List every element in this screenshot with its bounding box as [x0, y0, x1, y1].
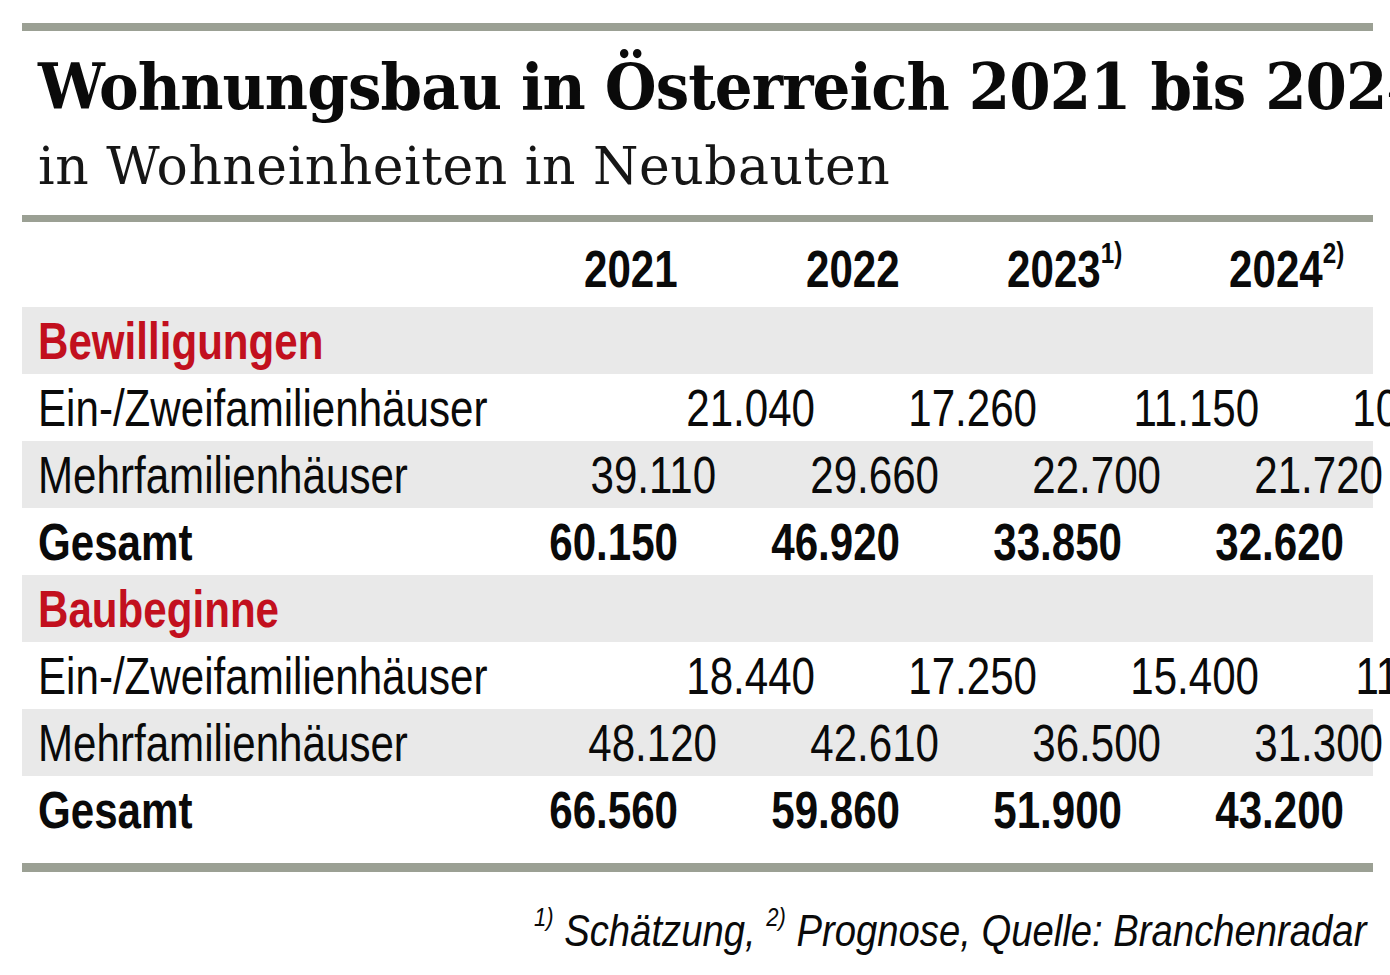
value-cell: 18.440 — [593, 646, 815, 706]
value-cell: 29.660 — [717, 445, 939, 505]
section-header-bewilligungen: Bewilligungen — [22, 307, 1373, 374]
table-row-bewilligungen-gesamt: Gesamt 60.150 46.920 33.850 32.620 — [38, 508, 1344, 575]
value-cell: 21.040 — [593, 378, 815, 438]
header-divider-rule — [22, 215, 1373, 222]
footnote-marker-2: 2) — [766, 902, 786, 932]
footnote: 1) Schätzung, 2) Prognose, Quelle: Branc… — [387, 888, 1366, 960]
year-label: 2024 — [1229, 240, 1323, 298]
value-cell: 11.150 — [1037, 378, 1259, 438]
value-cell: 21.720 — [1161, 445, 1383, 505]
row-label: Mehrfamilienhäuser — [38, 445, 495, 505]
value-cell: 22.700 — [939, 445, 1161, 505]
value-cell: 15.400 — [1037, 646, 1259, 706]
page-subtitle: in Wohneinheiten in Neubauten — [38, 136, 890, 196]
data-table: 2021 2022 20231) 20242) Bewilligungen Ei… — [22, 222, 1373, 843]
value-cell: 17.250 — [815, 646, 1037, 706]
table-row-baubeginne-einzwei: Ein-/Zweifamilienhäuser 18.440 17.250 15… — [38, 642, 1344, 709]
row-label: Gesamt — [38, 512, 456, 572]
row-label: Gesamt — [38, 780, 456, 840]
value-cell: 10.900 — [1259, 378, 1390, 438]
year-label: 2022 — [806, 240, 900, 298]
table-row-bewilligungen-einzwei: Ein-/Zweifamilienhäuser 21.040 17.260 11… — [38, 374, 1344, 441]
footnote-marker-1: 1) — [534, 902, 554, 932]
value-cell: 31.300 — [1161, 713, 1383, 773]
value-cell: 36.500 — [939, 713, 1161, 773]
value-cell: 32.620 — [1122, 512, 1344, 572]
value-cell: 43.200 — [1122, 780, 1344, 840]
footnote-text-2: Prognose, Quelle: Branchenradar — [796, 905, 1366, 956]
infographic-table: Wohnungsbau in Österreich 2021 bis 2024 … — [0, 0, 1390, 975]
page-title: Wohnungsbau in Österreich 2021 bis 2024 — [38, 50, 1390, 124]
value-cell: 66.560 — [456, 780, 678, 840]
section-header-baubeginne: Baubeginne — [22, 575, 1373, 642]
row-label: Ein-/Zweifamilienhäuser — [38, 646, 593, 706]
value-cell: 17.260 — [815, 378, 1037, 438]
year-header-2024: 20242) — [1122, 236, 1344, 307]
page-title-text: Wohnungsbau in Österreich 2021 bis 2024 — [38, 50, 1390, 124]
year-header-2023: 20231) — [900, 236, 1122, 307]
year-header-row: 2021 2022 20231) 20242) — [38, 222, 1344, 307]
table-row-bewilligungen-mehr: Mehrfamilienhäuser 39.110 29.660 22.700 … — [22, 441, 1373, 508]
table-row-baubeginne-mehr: Mehrfamilienhäuser 48.120 42.610 36.500 … — [22, 709, 1373, 776]
value-cell: 39.110 — [495, 445, 717, 505]
value-cell: 11.900 — [1259, 646, 1390, 706]
value-cell: 60.150 — [456, 512, 678, 572]
row-label: Ein-/Zweifamilienhäuser — [38, 378, 593, 438]
section-title: Baubeginne — [38, 579, 456, 639]
value-cell: 48.120 — [495, 713, 717, 773]
row-label: Mehrfamilienhäuser — [38, 713, 495, 773]
bottom-rule — [22, 863, 1373, 872]
value-cell: 59.860 — [678, 780, 900, 840]
footnote-marker: 1) — [1100, 236, 1122, 269]
footnote-marker: 2) — [1322, 236, 1344, 269]
value-cell: 33.850 — [900, 512, 1122, 572]
value-cell: 46.920 — [678, 512, 900, 572]
table-row-baubeginne-gesamt: Gesamt 66.560 59.860 51.900 43.200 — [38, 776, 1344, 843]
year-label: 2023 — [1007, 240, 1101, 298]
year-header-2022: 2022 — [678, 236, 900, 307]
corner-cell — [38, 299, 456, 307]
year-label: 2021 — [584, 240, 678, 298]
value-cell: 51.900 — [900, 780, 1122, 840]
year-header-2021: 2021 — [456, 236, 678, 307]
top-rule — [22, 23, 1373, 31]
value-cell: 42.610 — [717, 713, 939, 773]
section-title: Bewilligungen — [38, 311, 456, 371]
footnote-text-1: Schätzung, — [564, 905, 755, 956]
